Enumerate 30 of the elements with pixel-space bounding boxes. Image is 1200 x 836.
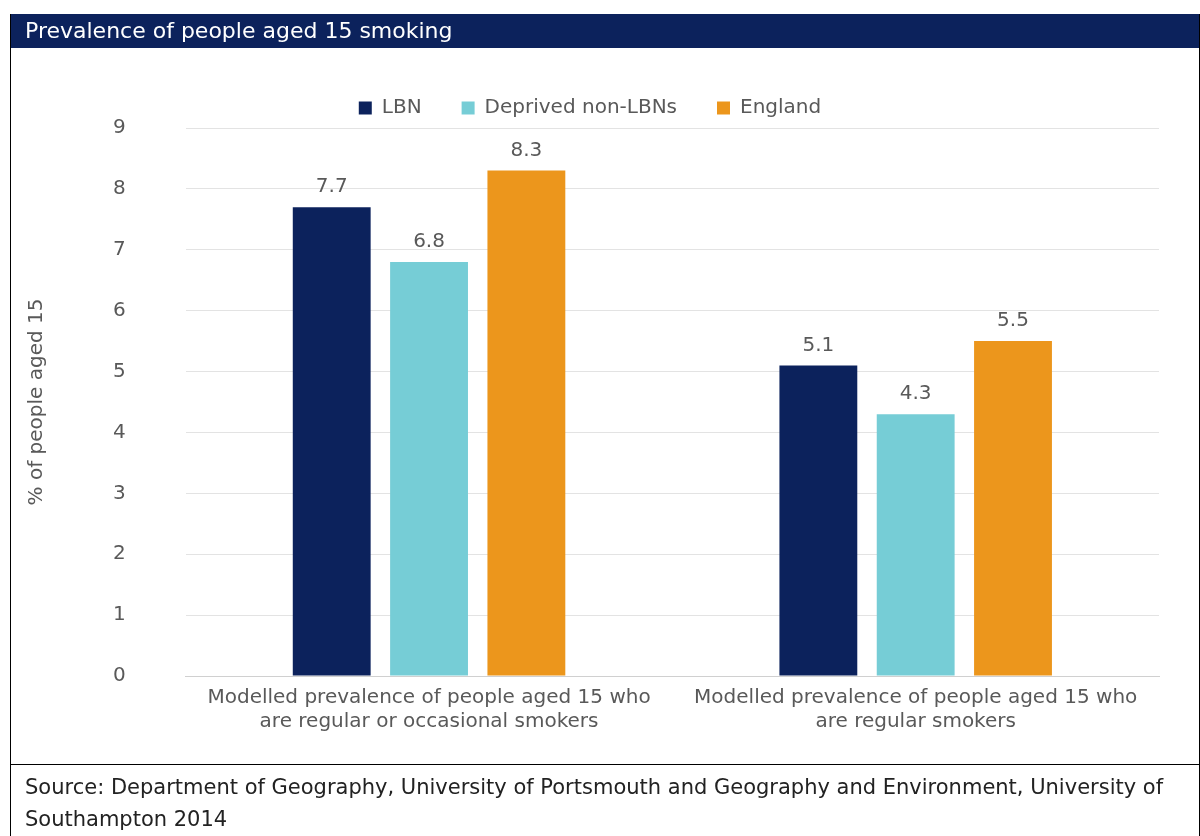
- bar: [292, 207, 371, 676]
- bar: [390, 261, 468, 676]
- bar: [974, 341, 1052, 676]
- y-tick-label: 2: [112, 540, 126, 565]
- y-tick-label: 6: [112, 296, 126, 321]
- data-label: 4.3: [899, 380, 932, 405]
- y-tick-label: 8: [112, 175, 126, 200]
- legend-label: LBN: [381, 94, 422, 119]
- source-note: Source: Department of Geography, University of Portsmouth and Geography and Environment, University of Southampton 2014: [11, 764, 1199, 836]
- legend-label: Deprived non-LBNs: [484, 94, 678, 119]
- chart-title: Prevalence of people aged 15 smoking: [11, 14, 1199, 48]
- x-tick-label: Modelled prevalence of people aged 15 who are regular smokers: [694, 684, 1138, 733]
- data-label: 7.7: [315, 173, 348, 198]
- legend-label: England: [740, 94, 822, 119]
- y-tick-label: 1: [112, 601, 126, 626]
- x-tick-label: Modelled prevalence of people aged 15 who are regular or occasional smokers: [207, 684, 651, 733]
- y-tick-label: 3: [112, 479, 126, 504]
- bar: [487, 170, 566, 676]
- data-label: 5.1: [802, 331, 835, 356]
- y-tick-label: 5: [112, 357, 126, 382]
- data-label: 6.8: [413, 228, 445, 253]
- y-tick-label: 7: [112, 235, 126, 260]
- data-label: 8.3: [510, 136, 543, 161]
- bar: [779, 365, 858, 676]
- y-tick-label: 0: [112, 662, 126, 687]
- y-tick-label: 9: [112, 114, 126, 139]
- y-tick-label: 4: [112, 418, 126, 443]
- data-label: 5.5: [997, 307, 1029, 332]
- y-axis-title: % of people aged 15: [23, 298, 48, 506]
- bar: [876, 414, 955, 676]
